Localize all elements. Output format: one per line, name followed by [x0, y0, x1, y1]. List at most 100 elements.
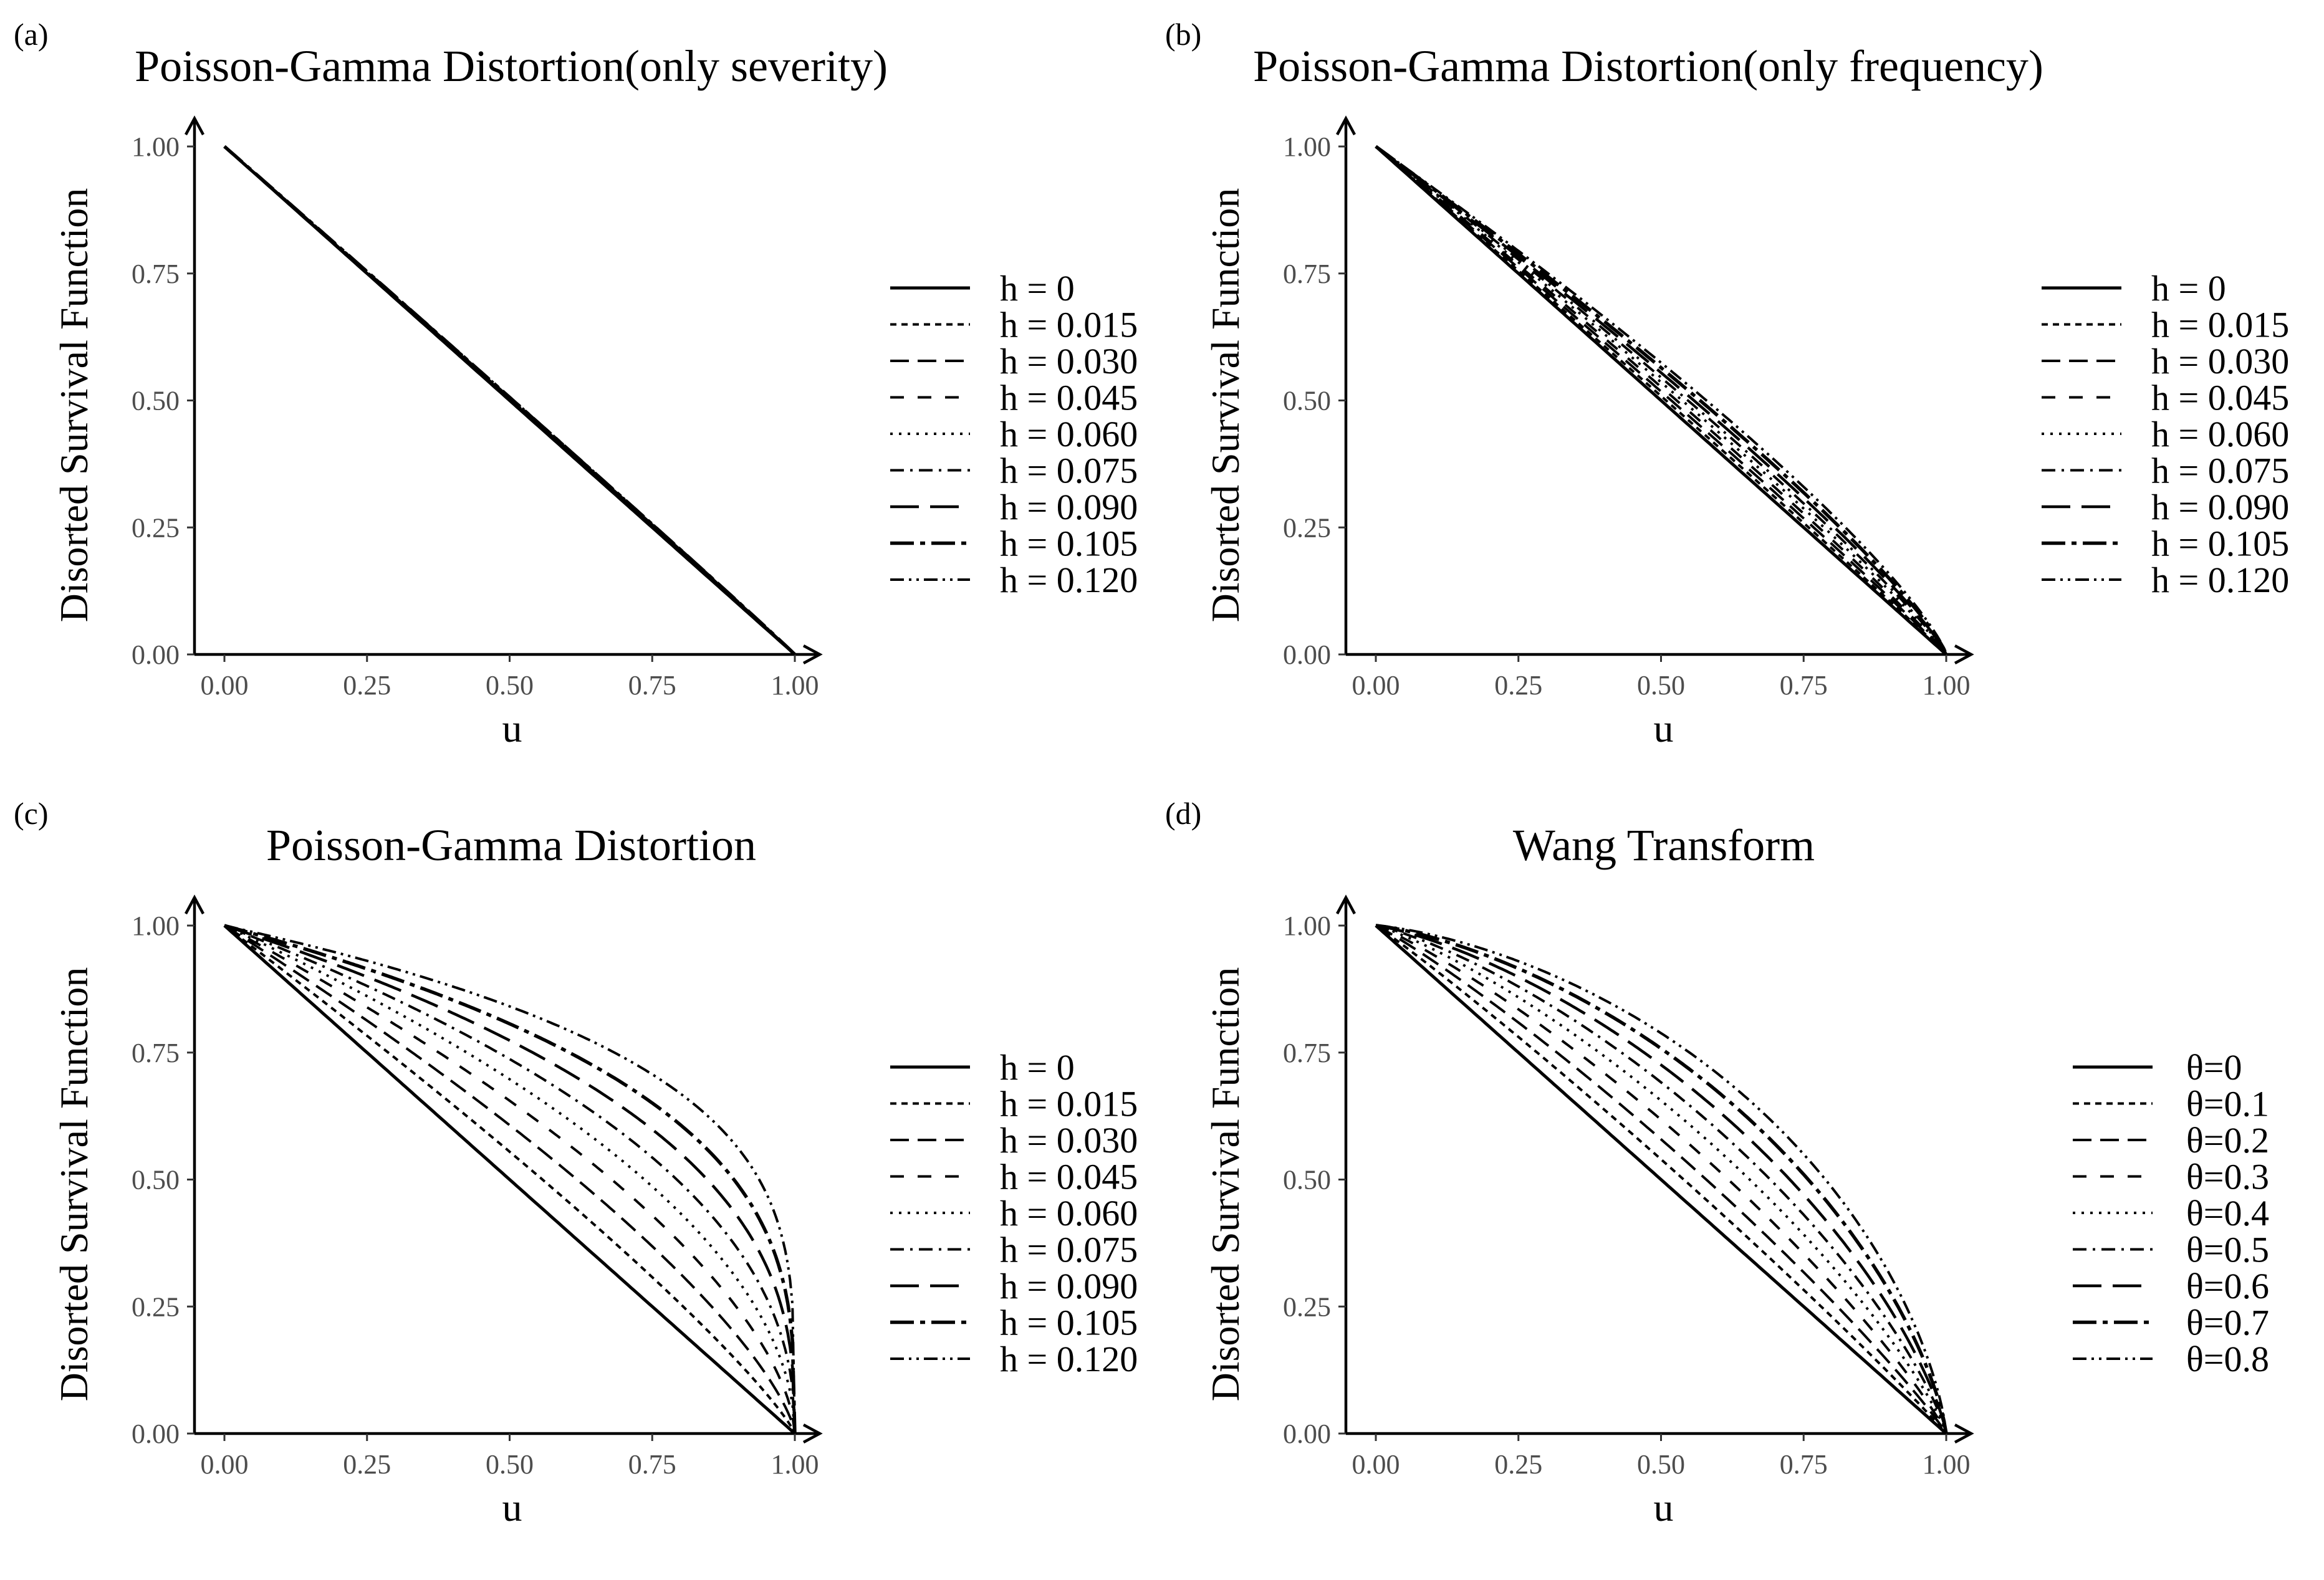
x-tick-label: 0.00: [1352, 670, 1400, 701]
legend-label: h = 0.075: [2151, 451, 2289, 491]
series-line-1: [223, 924, 796, 1434]
legend-label: θ=0.7: [2186, 1303, 2269, 1343]
series-line-8: [1375, 924, 1947, 1434]
legend-label: h = 0.060: [1000, 414, 1138, 454]
chart-panel-b: (b) Poisson-Gamma Distortion(only frequen…: [1165, 17, 2289, 750]
legend-label: h = 0.090: [2151, 487, 2289, 527]
x-tick-label: 1.00: [771, 1449, 819, 1480]
x-tick-label: 0.25: [343, 1449, 391, 1480]
x-tick-label: 0.75: [1780, 1449, 1828, 1480]
y-tick-label: 0.00: [132, 1419, 180, 1449]
y-tick-label: 1.00: [132, 911, 180, 941]
y-tick-label: 0.25: [132, 1291, 180, 1322]
panel-label: (b): [1165, 17, 1201, 52]
series-line-4: [224, 924, 796, 1434]
legend-label: h = 0.120: [1000, 560, 1138, 600]
x-tick-label: 0.75: [1780, 670, 1828, 701]
legend-label: h = 0.105: [1000, 524, 1138, 564]
series-line-0: [223, 924, 796, 1435]
x-axis-arrow: [802, 644, 823, 664]
legend-label: θ=0.2: [2186, 1120, 2269, 1161]
chart-title: Poisson-Gamma Distortion(only frequency): [1253, 41, 2043, 91]
chart-title: Poisson-Gamma Distortion: [266, 820, 756, 870]
series-line-3: [224, 924, 796, 1434]
series-line-8: [223, 145, 796, 656]
legend-label: h = 0.105: [1000, 1303, 1138, 1343]
legend-label: h = 0.045: [1000, 1157, 1138, 1197]
legend-label: θ=0.8: [2186, 1339, 2269, 1379]
y-tick-label: 0.75: [132, 1038, 180, 1068]
x-axis-title: u: [1654, 706, 1674, 750]
x-tick-label: 0.50: [486, 670, 534, 701]
y-axis-arrow: [1336, 894, 1356, 915]
chart-panel-d: (d) Wang Transform 0.00 0.25 0.50 0.75 1.00 0.0…: [1165, 796, 2269, 1530]
x-axis-title: u: [502, 1485, 522, 1530]
y-tick-label: 0.75: [1283, 1038, 1331, 1068]
series-line-7: [1375, 924, 1948, 1434]
x-tick-label: 0.75: [628, 670, 676, 701]
y-axis-arrow: [1336, 115, 1356, 136]
x-axis-title: u: [502, 706, 522, 750]
x-tick-label: 0.50: [1637, 1449, 1685, 1480]
series-line-2: [1375, 924, 1947, 1435]
x-tick-label: 1.00: [1923, 1449, 1971, 1480]
y-tick-label: 0.00: [1283, 639, 1331, 670]
series-line-5: [224, 924, 796, 1434]
legend-label: h = 0: [1000, 268, 1075, 309]
series-line-8: [224, 924, 796, 1434]
series-line-4: [1375, 924, 1947, 1434]
y-axis-title: Disorted Survival Function: [1203, 967, 1247, 1402]
x-tick-label: 0.25: [343, 670, 391, 701]
legend-label: θ=0: [2186, 1047, 2242, 1088]
x-tick-label: 1.00: [771, 670, 819, 701]
y-axis-title: Disorted Survival Function: [52, 188, 96, 623]
x-axis-arrow: [1954, 644, 1974, 664]
legend-label: h = 0.045: [2151, 378, 2289, 418]
legend-label: h = 0.015: [2151, 305, 2289, 345]
legend-label: h = 0.015: [1000, 305, 1138, 345]
x-tick-label: 0.75: [628, 1449, 676, 1480]
x-tick-label: 1.00: [1923, 670, 1971, 701]
legend-label: h = 0.030: [1000, 341, 1138, 381]
y-tick-label: 0.75: [132, 259, 180, 289]
series-line-2: [223, 924, 796, 1434]
x-tick-label: 0.00: [1352, 1449, 1400, 1480]
series-line-4: [1375, 145, 1947, 656]
x-tick-label: 0.00: [201, 1449, 249, 1480]
x-tick-label: 0.25: [1494, 670, 1542, 701]
chart-title: Wang Transform: [1513, 820, 1815, 870]
panel-label: (d): [1165, 796, 1201, 831]
legend-label: h = 0: [1000, 1047, 1075, 1088]
y-axis-title: Disorted Survival Function: [1203, 188, 1247, 623]
x-axis-title: u: [1654, 1485, 1674, 1530]
legend-label: h = 0.060: [1000, 1193, 1138, 1233]
x-tick-label: 0.25: [1494, 1449, 1542, 1480]
series-line-0: [1375, 145, 1947, 656]
series-line-0: [1375, 924, 1947, 1435]
panel-label: (c): [14, 796, 49, 831]
legend-label: θ=0.4: [2186, 1193, 2269, 1233]
series-line-7: [224, 924, 797, 1434]
series-line-5: [1375, 924, 1947, 1434]
y-axis-arrow: [185, 894, 204, 915]
chart-panel-a: (a) Poisson-Gamma Distortion(only severit…: [14, 17, 1138, 750]
series-line-8: [1375, 145, 1947, 655]
y-tick-label: 0.25: [1283, 512, 1331, 543]
chart-title: Poisson-Gamma Distortion(only severity): [135, 41, 888, 91]
series-line-6: [1375, 924, 1948, 1434]
y-tick-label: 0.00: [132, 639, 180, 670]
series-line-2: [1375, 145, 1947, 656]
legend-label: h = 0.045: [1000, 378, 1138, 418]
series-line-5: [1375, 145, 1947, 655]
y-axis-arrow: [185, 115, 204, 136]
series-line-3: [1375, 924, 1947, 1434]
legend-label: h = 0.030: [1000, 1120, 1138, 1161]
legend-label: h = 0.105: [2151, 524, 2289, 564]
legend-label: θ=0.6: [2186, 1266, 2269, 1306]
y-tick-label: 0.50: [1283, 386, 1331, 416]
y-tick-label: 0.25: [1283, 1291, 1331, 1322]
x-tick-label: 0.50: [1637, 670, 1685, 701]
legend-label: h = 0.120: [2151, 560, 2289, 600]
x-tick-label: 0.00: [201, 670, 249, 701]
